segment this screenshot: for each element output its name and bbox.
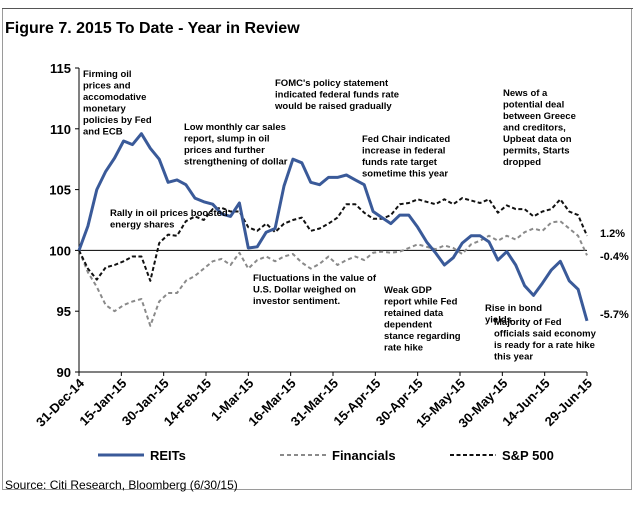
annotation-line: investor sentiment. — [253, 296, 340, 307]
annotation-line: report while Fed — [384, 297, 458, 308]
annotation-line: policies by Fed — [83, 115, 152, 126]
annotation-line: Upbeat data on — [503, 134, 572, 145]
annotation: Fluctuations in the value of U.S. Dollar … — [253, 273, 377, 307]
annotation: Rally in oil prices boosted energy shares — [110, 208, 228, 231]
annotation-line: would be raised gradually — [274, 101, 392, 112]
annotation-line: Firming oil — [83, 69, 132, 80]
annotation: Firming oil prices and accomodative monetar… — [83, 69, 152, 138]
annotation-line: prices and further — [184, 145, 265, 156]
annotation-line: and ECB — [83, 127, 123, 138]
annotation-line: accomodative — [83, 92, 146, 103]
annotation: News of a potential deal between Greece and… — [503, 88, 576, 168]
annotation-line: FOMC's policy statement — [275, 78, 389, 89]
annotation-line: officials said economy — [494, 329, 597, 340]
series-line-s-p-500 — [78, 197, 588, 282]
legend-label: Financials — [332, 448, 396, 463]
annotation: Rise in bond yields — [485, 303, 542, 326]
y-tick-label: 100 — [49, 243, 71, 258]
end-label: 1.2% — [600, 228, 625, 240]
annotation: Majority of Fed officials said economy is … — [494, 317, 597, 363]
annotation: FOMC's policy statement indicated federal… — [274, 78, 399, 112]
annotation-line: Majority of Fed — [494, 317, 562, 328]
annotation-line: energy shares — [110, 220, 174, 231]
annotation-line: and creditors, — [503, 123, 566, 134]
y-tick-label: 105 — [49, 183, 71, 198]
y-tick-label: 90 — [57, 365, 71, 380]
annotation-line: Fed Chair indicated — [362, 134, 450, 145]
y-tick-label: 110 — [50, 122, 71, 137]
end-label: -5.7% — [600, 309, 629, 321]
annotation-line: increase in federal — [362, 146, 445, 157]
annotation-line: retained data — [384, 308, 444, 319]
end-label: -0.4% — [600, 251, 629, 263]
annotation-line: this year — [494, 352, 533, 363]
annotation-line: prices and — [83, 81, 131, 92]
annotation-line: report, slump in oil — [184, 134, 270, 145]
annotation-line: Weak GDP — [384, 285, 433, 296]
annotation-line: dropped — [503, 157, 541, 168]
annotation-line: potential deal — [503, 100, 564, 111]
annotation-line: yields — [485, 315, 512, 326]
source-note: Source: Citi Research, Bloomberg (6/30/1… — [5, 478, 238, 492]
annotation: Weak GDP report while Fed retained data dep… — [384, 285, 461, 354]
annotation-line: between Greece — [503, 111, 576, 122]
annotation-line: rate hike — [384, 343, 423, 354]
annotation-line: permits, Starts — [503, 146, 570, 157]
y-tick-label: 115 — [50, 61, 71, 76]
annotation: Fed Chair indicated increase in federal fu… — [362, 134, 450, 180]
annotation-line: dependent — [384, 320, 433, 331]
y-tick-label: 95 — [57, 304, 71, 319]
legend-label: REITs — [150, 448, 186, 463]
figure-title: Figure 7. 2015 To Date - Year in Review — [5, 20, 300, 37]
annotation-line: sometime this year — [362, 169, 448, 180]
annotation-line: funds rate target — [362, 157, 438, 168]
annotation-line: Rise in bond — [485, 303, 542, 314]
series-line-financials — [78, 220, 588, 327]
legend-label: S&P 500 — [502, 448, 554, 463]
annotation-line: Low monthly car sales — [184, 122, 286, 133]
annotation: Low monthly car sales report, slump in oi… — [184, 122, 288, 168]
annotation-line: strengthening of dollar — [184, 157, 288, 168]
annotation-line: indicated federal funds rate — [275, 90, 399, 101]
annotation-line: is ready for a rate hike — [494, 340, 595, 351]
annotation-line: News of a — [503, 88, 548, 99]
annotation-line: monetary — [83, 104, 126, 115]
series-line-reits — [77, 132, 589, 322]
annotation-line: Rally in oil prices boosted — [110, 208, 228, 219]
chart: 909510010511011531-Dec-1415-Jan-1530-Jan… — [33, 61, 629, 463]
top-rule — [2, 8, 633, 9]
annotation-line: Fluctuations in the value of — [253, 273, 377, 284]
annotation-line: stance regarding — [384, 331, 461, 342]
annotation-line: U.S. Dollar weighed on — [253, 285, 356, 296]
